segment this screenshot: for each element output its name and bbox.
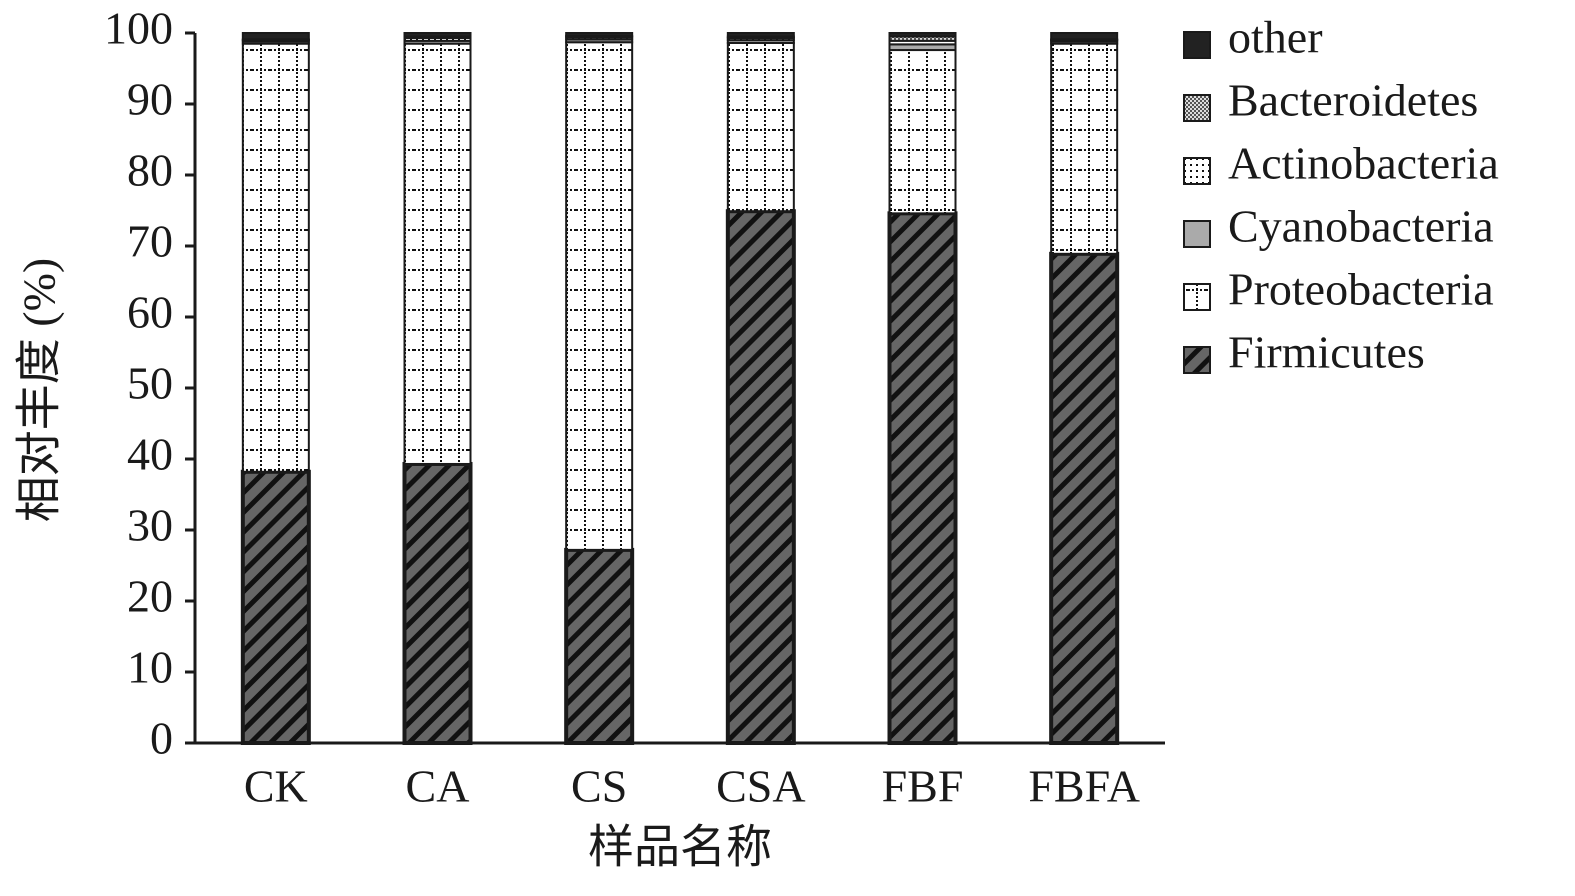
- legend-swatch: [1183, 283, 1211, 311]
- x-tick-label: CSA: [716, 761, 805, 812]
- legend-swatch: [1183, 220, 1211, 248]
- y-tick-label: 90: [127, 74, 173, 125]
- y-tick-label: 70: [127, 216, 173, 267]
- y-tick-label: 30: [127, 500, 173, 551]
- y-tick-label: 100: [104, 3, 173, 54]
- legend-swatch: [1183, 346, 1211, 374]
- x-tick-label: CA: [406, 761, 470, 812]
- bar-segment: [565, 32, 634, 37]
- bar-segment: [726, 41, 795, 213]
- bar-segment: [403, 42, 472, 465]
- bar-segment: [888, 32, 957, 38]
- bar-segment: [726, 32, 795, 38]
- x-tick-label: FBF: [882, 761, 964, 812]
- x-tick-label: CS: [571, 761, 627, 812]
- bar-segment: [888, 49, 957, 215]
- x-axis-label: 样品名称: [588, 822, 772, 873]
- bar-segment: [240, 469, 311, 745]
- y-tick-label: 50: [127, 358, 173, 409]
- bar-segment: [402, 461, 473, 745]
- y-tick-label: 0: [150, 713, 173, 764]
- y-tick-label: 10: [127, 642, 173, 693]
- legend-label: Bacteroidetes: [1228, 75, 1478, 126]
- bar-segment: [1050, 42, 1119, 255]
- x-tick-label: FBFA: [1028, 761, 1140, 812]
- y-tick-label: 20: [127, 571, 173, 622]
- bar-segment: [725, 209, 796, 745]
- bar-segment: [403, 32, 472, 38]
- y-tick-label: 80: [127, 145, 173, 196]
- y-axis-label: 相对丰度 (%): [14, 258, 65, 522]
- bar-segment: [887, 211, 958, 745]
- bar-segment: [1050, 32, 1119, 41]
- legend-label: Cyanobacteria: [1228, 201, 1494, 252]
- x-tick-label: CK: [244, 761, 308, 812]
- y-tick-label: 60: [127, 287, 173, 338]
- legend-swatch: [1183, 94, 1211, 122]
- legend-label: Actinobacteria: [1228, 138, 1499, 189]
- bar-segment: [241, 42, 310, 473]
- bar-segment: [565, 41, 634, 551]
- bar-segment: [564, 547, 635, 745]
- legend-swatch: [1183, 31, 1211, 59]
- bar-segment: [1049, 251, 1120, 745]
- legend-label: Firmicutes: [1228, 327, 1425, 378]
- legend-swatch: [1183, 157, 1211, 185]
- y-tick-label: 40: [127, 429, 173, 480]
- bar-segment: [241, 32, 310, 41]
- legend-label: Proteobacteria: [1228, 264, 1494, 315]
- legend-label: other: [1228, 12, 1323, 63]
